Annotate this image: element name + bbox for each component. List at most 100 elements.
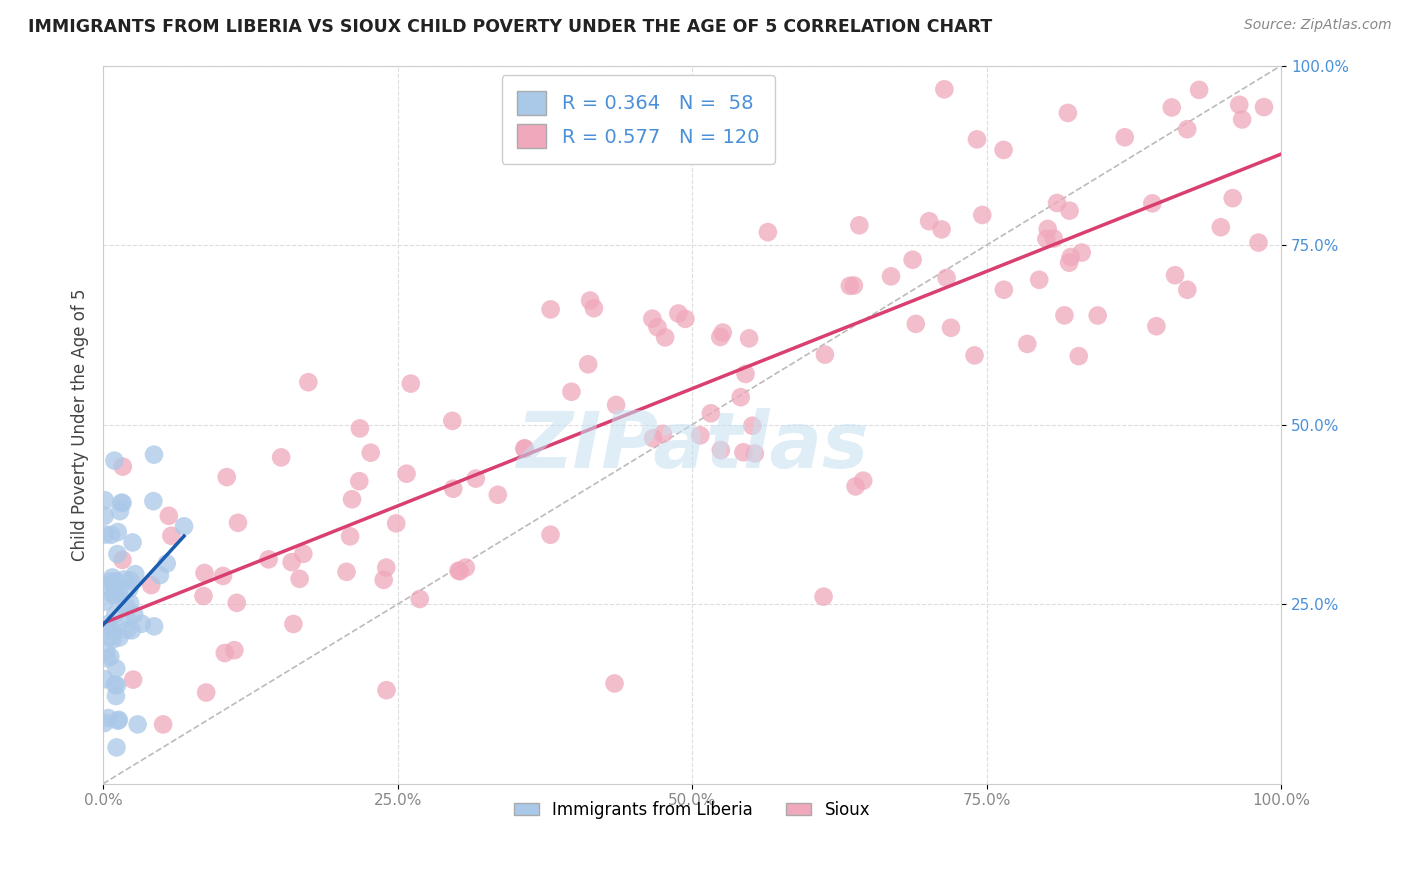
Point [1114, 130, 1136, 145]
Point [993, 143, 1015, 157]
Point [399, 376, 422, 391]
Point [513, 441, 536, 455]
Point [1164, 268, 1187, 283]
Point [904, 317, 927, 331]
Point [993, 283, 1015, 297]
Point [972, 208, 994, 222]
Point [852, 474, 875, 488]
Point [193, 566, 215, 580]
Point [730, 390, 752, 404]
Point [848, 219, 870, 233]
Point [844, 479, 866, 493]
Point [349, 474, 371, 488]
Point [1247, 235, 1270, 250]
Point [93, 672, 115, 686]
Point [1188, 83, 1211, 97]
Point [131, 616, 153, 631]
Point [1209, 220, 1232, 235]
Point [108, 713, 131, 727]
Point [115, 623, 138, 637]
Point [105, 740, 128, 755]
Point [700, 406, 723, 420]
Point [149, 568, 172, 582]
Point [710, 443, 733, 458]
Point [297, 375, 319, 389]
Point [118, 582, 141, 596]
Point [143, 448, 166, 462]
Point [142, 494, 165, 508]
Point [1046, 196, 1069, 211]
Point [115, 611, 138, 625]
Point [814, 348, 837, 362]
Point [733, 445, 755, 459]
Point [1253, 100, 1275, 114]
Point [1070, 245, 1092, 260]
Point [1057, 255, 1080, 269]
Point [104, 689, 127, 703]
Point [93, 508, 115, 523]
Point [124, 567, 146, 582]
Point [813, 590, 835, 604]
Point [1222, 191, 1244, 205]
Point [880, 269, 903, 284]
Point [105, 678, 128, 692]
Point [156, 557, 179, 571]
Point [93, 595, 115, 609]
Point [395, 467, 418, 481]
Point [1175, 122, 1198, 136]
Point [1059, 203, 1081, 218]
Point [744, 446, 766, 460]
Point [122, 607, 145, 622]
Point [373, 573, 395, 587]
Point [103, 453, 125, 467]
Point [711, 326, 734, 340]
Point [375, 560, 398, 574]
Point [115, 599, 138, 614]
Point [141, 578, 163, 592]
Point [120, 596, 142, 610]
Text: Source: ZipAtlas.com: Source: ZipAtlas.com [1244, 18, 1392, 32]
Point [603, 676, 626, 690]
Point [689, 428, 711, 442]
Point [101, 588, 124, 602]
Point [224, 643, 246, 657]
Point [838, 278, 860, 293]
Point [935, 270, 957, 285]
Point [1175, 283, 1198, 297]
Point [104, 588, 127, 602]
Point [654, 330, 676, 344]
Point [447, 564, 470, 578]
Point [98, 574, 121, 589]
Point [409, 592, 432, 607]
Point [104, 574, 127, 589]
Point [100, 528, 122, 542]
Point [107, 714, 129, 728]
Text: IMMIGRANTS FROM LIBERIA VS SIOUX CHILD POVERTY UNDER THE AGE OF 5 CORRELATION CH: IMMIGRANTS FROM LIBERIA VS SIOUX CHILD P… [28, 18, 993, 36]
Text: ZIPatlas: ZIPatlas [516, 409, 869, 484]
Point [96, 644, 118, 658]
Point [270, 450, 292, 465]
Point [643, 431, 665, 445]
Point [94, 527, 117, 541]
Point [441, 414, 464, 428]
Point [1017, 337, 1039, 351]
Point [103, 581, 125, 595]
Point [97, 711, 120, 725]
Point [1160, 100, 1182, 114]
Point [157, 508, 180, 523]
Point [738, 331, 761, 345]
Point [449, 564, 471, 578]
Point [1067, 349, 1090, 363]
Point [121, 535, 143, 549]
Point [121, 624, 143, 638]
Point [257, 552, 280, 566]
Point [1144, 319, 1167, 334]
Y-axis label: Child Poverty Under the Age of 5: Child Poverty Under the Age of 5 [72, 288, 89, 561]
Point [103, 624, 125, 639]
Point [173, 519, 195, 533]
Point [225, 596, 247, 610]
Point [1036, 222, 1059, 236]
Point [339, 529, 361, 543]
Point [110, 496, 132, 510]
Point [101, 570, 124, 584]
